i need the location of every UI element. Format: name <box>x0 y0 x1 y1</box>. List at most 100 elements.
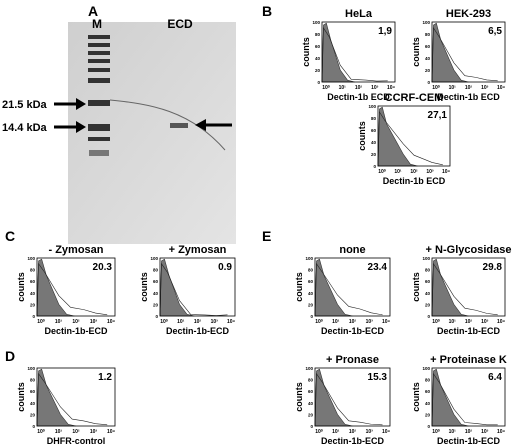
plot-frame <box>314 257 391 317</box>
plot-title: none <box>339 244 365 256</box>
x-tick-label: 10⁰ <box>37 319 45 325</box>
y-axis-label: counts <box>16 382 26 412</box>
x-tick-label: 10⁰ <box>322 85 330 91</box>
y-tick-label: 60 <box>425 44 431 49</box>
y-tick-label: 40 <box>30 401 36 406</box>
marker-label: 14.4 kDa <box>2 122 48 134</box>
x-tick-label: 10⁰ <box>315 429 323 435</box>
x-axis-label: Dectin-1b-ECD <box>321 326 385 336</box>
filled-histogram <box>431 368 469 427</box>
y-tick-label: 20 <box>308 302 314 307</box>
outline-histogram <box>314 262 383 317</box>
y-tick-label: 20 <box>371 152 377 157</box>
plot-frame <box>431 367 506 427</box>
x-tick-label: 10² <box>349 429 357 435</box>
y-tick-label: 0 <box>32 314 35 319</box>
panel-label: C <box>5 228 15 244</box>
y-tick-label: 20 <box>425 68 431 73</box>
x-axis-label: Dectin-1b-ECD <box>44 326 108 336</box>
y-axis-label: counts <box>16 272 26 302</box>
y-tick-label: 40 <box>425 56 431 61</box>
panel-label: D <box>5 348 15 364</box>
y-tick-label: 20 <box>425 302 431 307</box>
plot-frame <box>36 367 116 427</box>
x-tick-label: 10¹ <box>449 319 457 325</box>
x-axis-label: Dectin-1b-ECD <box>437 326 501 336</box>
y-tick-label: 80 <box>425 268 431 273</box>
x-tick-label: 10⁴ <box>382 319 391 325</box>
x-tick-label: 10³ <box>366 429 374 435</box>
x-tick-label: 10³ <box>426 169 434 175</box>
x-tick-label: 10¹ <box>449 429 457 435</box>
y-tick-label: 60 <box>308 279 314 284</box>
x-tick-label: 10¹ <box>332 429 340 435</box>
y-axis-label: counts <box>294 382 304 412</box>
outline-histogram <box>377 111 443 167</box>
y-tick-label: 20 <box>30 302 36 307</box>
y-tick-label: 40 <box>308 291 314 296</box>
y-tick-label: 100 <box>150 256 158 261</box>
y-tick-label: 60 <box>308 389 314 394</box>
x-tick-label: 10⁴ <box>382 429 391 435</box>
x-tick-label: 10⁰ <box>432 85 440 91</box>
y-tick-label: 0 <box>427 80 430 85</box>
y-tick-label: 0 <box>317 80 320 85</box>
plot-frame <box>431 257 506 317</box>
y-tick-label: 80 <box>308 268 314 273</box>
y-tick-label: 0 <box>155 314 158 319</box>
plot-frame <box>377 105 451 167</box>
y-tick-label: 20 <box>315 68 321 73</box>
outline-histogram <box>321 27 388 83</box>
outline-histogram <box>36 372 108 427</box>
y-tick-label: 80 <box>425 32 431 37</box>
x-tick-label: 10² <box>355 85 363 91</box>
x-tick-label: 10⁰ <box>378 169 386 175</box>
y-tick-label: 40 <box>425 401 431 406</box>
filled-histogram <box>36 368 77 427</box>
y-tick-label: 100 <box>422 366 430 371</box>
x-tick-label: 10² <box>410 169 418 175</box>
ecd-band <box>170 123 188 128</box>
y-tick-label: 40 <box>308 401 314 406</box>
y-tick-label: 100 <box>312 20 320 25</box>
plot-title: HEK-293 <box>446 8 491 20</box>
plot-title: CCRF-CEM <box>385 92 444 104</box>
y-tick-label: 100 <box>305 256 313 261</box>
y-tick-label: 100 <box>422 20 430 25</box>
plot-value: 15.3 <box>368 372 388 383</box>
plot-frame <box>36 257 116 317</box>
x-tick-label: 10² <box>465 319 473 325</box>
x-tick-label: 10³ <box>481 429 489 435</box>
y-tick-label: 0 <box>373 164 376 169</box>
x-tick-label: 10² <box>72 429 80 435</box>
x-tick-label: 10¹ <box>339 85 347 91</box>
y-tick-label: 80 <box>371 116 377 121</box>
x-axis-label: Dectin-1b-ECD <box>321 436 385 446</box>
plot-value: 23.4 <box>368 262 388 273</box>
y-tick-label: 80 <box>425 378 431 383</box>
gel <box>68 22 236 244</box>
filled-histogram <box>431 258 469 317</box>
plot-value: 1.2 <box>98 372 112 383</box>
x-tick-label: 10¹ <box>177 319 185 325</box>
x-tick-label: 10¹ <box>55 319 63 325</box>
plot-title: + Pronase <box>326 354 379 366</box>
y-tick-label: 0 <box>32 424 35 429</box>
y-tick-label: 20 <box>425 412 431 417</box>
x-tick-label: 10² <box>349 319 357 325</box>
x-tick-label: 10⁰ <box>37 429 45 435</box>
y-tick-label: 80 <box>308 378 314 383</box>
y-tick-label: 0 <box>427 424 430 429</box>
x-tick-label: 10⁴ <box>442 169 451 175</box>
x-tick-label: 10⁴ <box>107 429 116 435</box>
x-tick-label: 10⁰ <box>432 319 440 325</box>
ladder <box>88 35 110 156</box>
x-tick-label: 10² <box>465 429 473 435</box>
x-tick-label: 10³ <box>90 429 98 435</box>
panel-label: B <box>262 3 272 19</box>
filled-histogram <box>159 258 195 317</box>
plot-value: 6,5 <box>488 26 502 37</box>
y-axis-label: counts <box>301 37 311 67</box>
outline-histogram <box>159 262 228 317</box>
plot-value: 1,9 <box>378 26 392 37</box>
